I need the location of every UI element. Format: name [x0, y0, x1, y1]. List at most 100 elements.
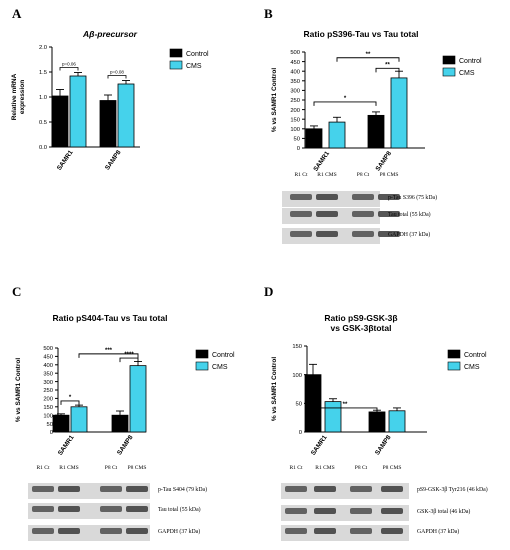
bar-control-samr1	[305, 128, 323, 149]
y-tick-label: 400	[290, 69, 300, 75]
chart-title: Ratio pS404-Tau vs Tau total	[53, 313, 168, 323]
y-axis-label: % vs SAMR1 Control	[271, 68, 278, 132]
blot-column-label: R1 CMS	[59, 465, 78, 471]
legend-swatch	[195, 349, 209, 359]
y-tick-label: 450	[43, 355, 53, 361]
blot-band	[314, 486, 336, 492]
blot-band	[314, 528, 336, 534]
significance-label: **	[385, 62, 390, 68]
blot-band	[316, 211, 338, 217]
bar-cms-samr1	[69, 75, 87, 148]
blot-strip	[281, 525, 409, 541]
blot-column-label: R1 CMS	[315, 465, 334, 471]
y-tick-label: 450	[290, 60, 300, 66]
blot-column-label: R1 Ct	[290, 465, 303, 471]
bar-cms-samp8	[117, 83, 135, 148]
y-tick-label: 100	[290, 127, 300, 133]
blot-band	[126, 486, 148, 492]
blot-band	[100, 506, 122, 512]
chart-title: Aβ-precursor	[82, 29, 138, 39]
significance-bracket	[107, 75, 127, 79]
blot-column-label: P8 CMS	[128, 465, 147, 471]
panel-letter: D	[264, 284, 273, 299]
y-tick-label: 300	[43, 380, 53, 386]
blot-row-label: GAPDH (37 kDa)	[158, 528, 200, 535]
blot-band	[126, 528, 148, 534]
significance-bracket	[336, 57, 400, 62]
y-tick-label: 50	[47, 422, 53, 428]
blot-band	[100, 486, 122, 492]
blot-band	[100, 528, 122, 534]
x-tick-label: SAMR1	[57, 434, 76, 457]
blot-band	[32, 506, 54, 512]
legend-label: Control	[212, 352, 235, 359]
blot-band	[290, 231, 312, 237]
blot-band	[316, 231, 338, 237]
blot-band	[285, 486, 307, 492]
legend-swatch	[442, 55, 456, 65]
blot-band	[314, 508, 336, 514]
y-tick-label: 250	[290, 98, 300, 104]
significance-bracket	[59, 67, 79, 71]
y-tick-label: 350	[290, 79, 300, 85]
legend-label: CMS	[212, 364, 228, 371]
blot-row-label: GSK-3β total (46 kDa)	[417, 508, 470, 515]
y-tick-label: 150	[290, 117, 300, 123]
bar-control-samr1	[304, 374, 322, 433]
blot-column-label: R1 CMS	[317, 172, 336, 178]
bar-cms-samr1	[324, 401, 342, 433]
blot-band	[58, 506, 80, 512]
blot-band	[378, 194, 400, 200]
significance-label: *	[69, 395, 72, 401]
y-tick-label: 500	[290, 50, 300, 56]
blot-row-label: GAPDH (37 kDa)	[417, 528, 459, 535]
blot-band	[32, 486, 54, 492]
chart-title: vs GSK-3βtotal	[331, 323, 392, 333]
y-axis-label: % vs SAMR1 Control	[271, 357, 278, 421]
blot-row-label: GAPDH (37 kDa)	[388, 231, 430, 238]
blot-column-label: P8 CMS	[383, 465, 402, 471]
blot-column-label: P8 Ct	[105, 465, 118, 471]
y-tick-label: 50	[296, 402, 302, 408]
significance-label: **	[366, 52, 371, 58]
y-tick-label: 1.0	[39, 95, 47, 101]
legend-swatch	[447, 349, 461, 359]
blot-band	[350, 528, 372, 534]
blot-band	[32, 528, 54, 534]
significance-label: **	[343, 402, 348, 408]
y-tick-label: 200	[43, 397, 53, 403]
legend-label: CMS	[186, 63, 202, 70]
legend-label: Control	[464, 352, 487, 359]
y-axis-label: expression	[19, 80, 26, 114]
blot-column-label: P8 Ct	[355, 465, 368, 471]
bar-control-samp8	[99, 100, 117, 148]
y-tick-label: 0	[50, 430, 53, 436]
bar-cms-samr1	[328, 121, 346, 149]
blot-column-label: R1 Ct	[37, 465, 50, 471]
panel-letter: C	[12, 284, 21, 299]
x-tick-label: SAMR1	[310, 434, 329, 457]
blot-band	[381, 528, 403, 534]
y-tick-label: 0.0	[39, 145, 47, 151]
blot-column-label: P8 CMS	[380, 172, 399, 178]
blot-band	[352, 194, 374, 200]
blot-band	[378, 231, 400, 237]
blot-row-label: Tau total (55 kDa)	[158, 506, 201, 513]
legend-swatch	[442, 67, 456, 77]
bar-cms-samr1	[70, 406, 88, 433]
y-tick-label: 2.0	[39, 45, 47, 51]
blot-strip	[281, 483, 409, 499]
chart-title: Ratio pS9-GSK-3β	[324, 313, 397, 323]
legend-swatch	[169, 60, 183, 70]
blot-band	[290, 194, 312, 200]
significance-bracket	[60, 400, 80, 405]
y-tick-label: 0.5	[39, 120, 47, 126]
bar-control-samr1	[51, 95, 69, 148]
x-tick-label: SAMP8	[374, 434, 393, 457]
y-tick-label: 50	[294, 137, 300, 143]
x-tick-label: SAMR1	[312, 150, 331, 173]
blot-strip	[281, 505, 409, 521]
blot-row-label: p-Tau S404 (79 kDa)	[158, 486, 207, 493]
